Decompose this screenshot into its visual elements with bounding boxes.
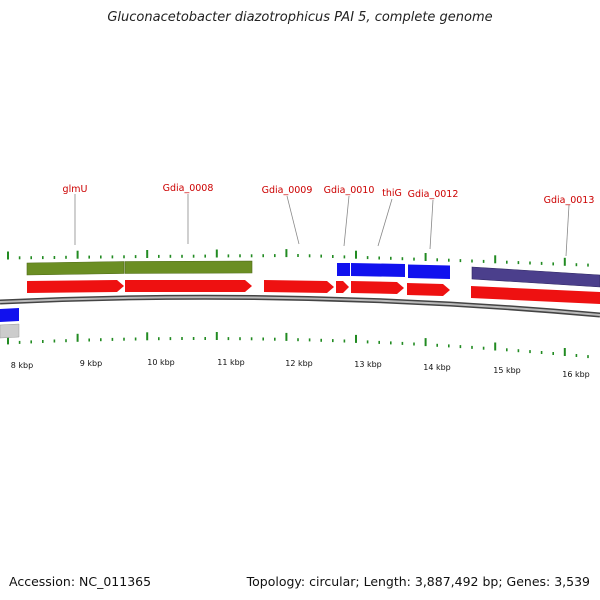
cds-thiG-forward[interactable] [351,281,404,294]
gene-label-Gdia_0008[interactable]: Gdia_0008 [163,183,214,194]
cds-Gdia_0009-forward[interactable] [264,280,334,293]
cog-gene-glmU[interactable] [26,261,125,276]
kbp-label: 15 kbp [493,366,521,375]
topology-label: Topology: circular; Length: 3,887,492 bp… [246,574,590,589]
kbp-scale: 8 kbp 9 kbp 10 kbp 11 kbp 12 kbp 13 kbp … [11,358,590,379]
gene-label-Gdia_0012[interactable]: Gdia_0012 [408,189,459,200]
gene-label-Gdia_0010[interactable]: Gdia_0010 [324,185,375,196]
gene-label-Gdia_0013[interactable]: Gdia_0013 [544,195,595,206]
kbp-label: 13 kbp [354,360,382,369]
gene-label-thiG[interactable]: thiG [382,188,402,199]
cds-Gdia_0012-reverse[interactable] [408,264,450,280]
cds-Gdia_0008-forward[interactable] [125,280,252,292]
kbp-label: 8 kbp [11,361,33,370]
gene-label-glmU[interactable]: glmU [63,184,88,195]
map-title: Gluconacetobacter diazotrophicus PAI 5, … [107,10,493,25]
cds-Gdia_0010-forward[interactable] [336,281,349,293]
cds-Gdia_0010-reverse[interactable] [337,263,350,276]
cog-gene-ring [26,260,600,288]
cog-gene-Gdia_0013[interactable] [471,266,600,288]
upper-tick-row [7,249,589,267]
kbp-label: 10 kbp [147,358,175,367]
accession-label: Accession: NC_011365 [9,574,152,589]
kbp-label: 14 kbp [423,363,451,372]
gene-labels: glmU Gdia_0008 Gdia_0009 Gdia_0010 thiG … [63,183,595,257]
cds-Gdia_0012-forward[interactable] [407,283,450,296]
cds-thiG-reverse[interactable] [351,263,405,277]
gene-label-Gdia_0009[interactable]: Gdia_0009 [262,185,313,196]
reverse-strand-cds [0,263,450,322]
kbp-label: 11 kbp [217,358,245,367]
cds-left-edge-gray[interactable] [0,323,20,339]
genome-backbone [0,294,600,318]
cds-left-edge-reverse[interactable] [0,308,19,322]
cds-Gdia_0013-forward[interactable] [471,286,600,304]
kbp-label: 12 kbp [285,359,313,368]
cds-glmU-forward[interactable] [27,280,124,293]
kbp-label: 9 kbp [80,359,102,368]
lower-tick-row [7,332,589,359]
kbp-label: 16 kbp [562,370,590,379]
cog-gene-Gdia_0008[interactable] [124,260,253,274]
forward-strand-cds [27,280,600,304]
